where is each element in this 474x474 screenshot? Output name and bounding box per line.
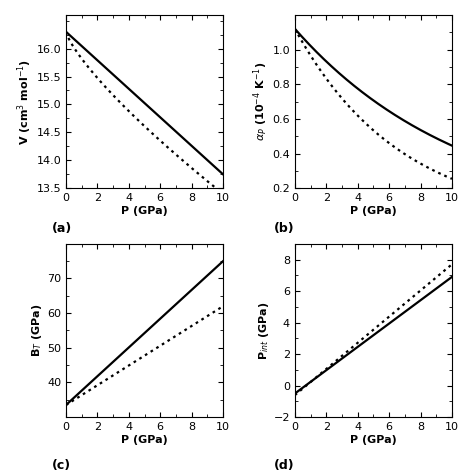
- Y-axis label: P$_{int}$ (GPa): P$_{int}$ (GPa): [257, 301, 271, 360]
- X-axis label: P (GPa): P (GPa): [350, 206, 397, 216]
- Text: (b): (b): [274, 222, 295, 235]
- Text: (a): (a): [52, 222, 72, 235]
- X-axis label: P (GPa): P (GPa): [121, 206, 168, 216]
- Text: (d): (d): [274, 459, 295, 472]
- X-axis label: P (GPa): P (GPa): [121, 435, 168, 445]
- Y-axis label: $\alpha_P$ (10$^{-4}$ K$^{-1}$): $\alpha_P$ (10$^{-4}$ K$^{-1}$): [251, 62, 270, 141]
- Y-axis label: V (cm$^3$ mol$^{-1}$): V (cm$^3$ mol$^{-1}$): [15, 59, 34, 145]
- Y-axis label: B$_T$ (GPa): B$_T$ (GPa): [30, 304, 44, 357]
- Text: (c): (c): [52, 459, 71, 472]
- X-axis label: P (GPa): P (GPa): [350, 435, 397, 445]
